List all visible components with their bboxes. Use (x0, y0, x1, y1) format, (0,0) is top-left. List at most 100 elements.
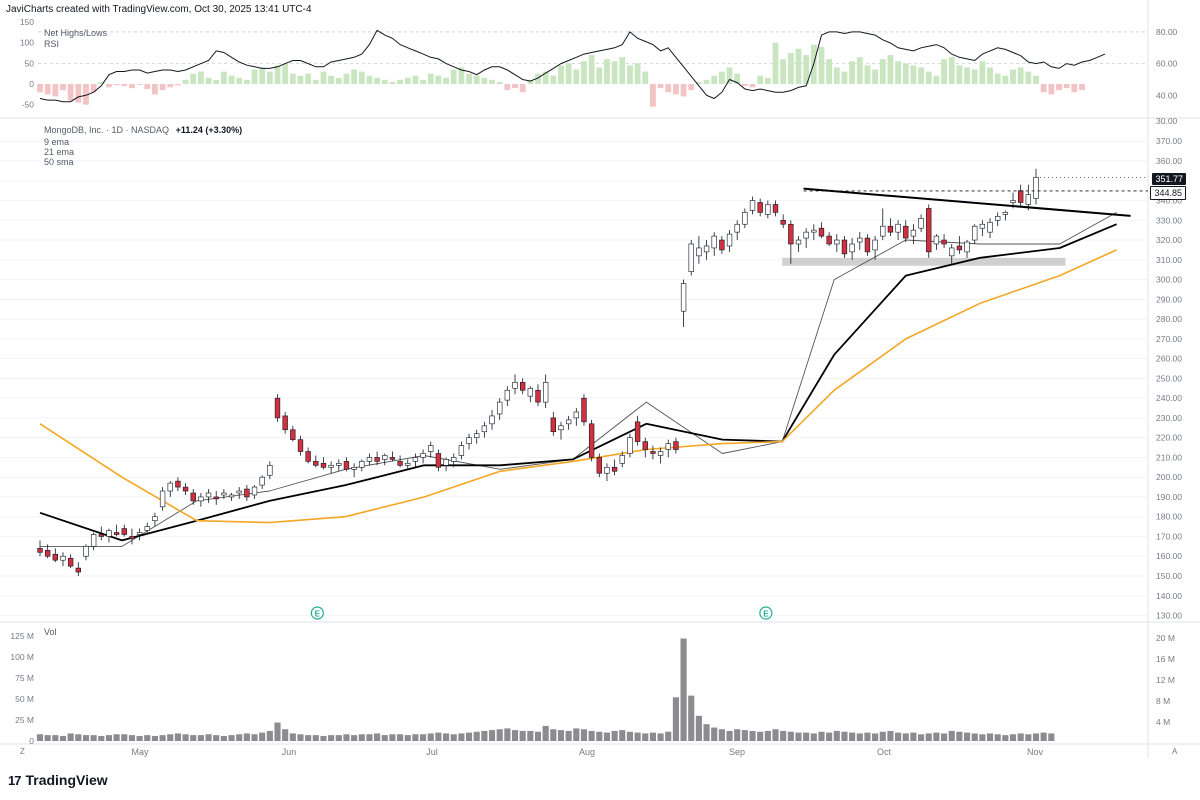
net-hl-bar (174, 84, 181, 86)
volume-bar (289, 733, 296, 741)
net-highs-lows-bars (37, 42, 1085, 107)
net-hl-bar (780, 59, 787, 84)
net-hl-bar (305, 73, 312, 84)
net-hl-bar (581, 61, 587, 84)
net-hl-bar (512, 84, 518, 89)
volume-bar (174, 733, 181, 741)
volume-tick-label-left: 75 M (15, 673, 34, 683)
candle-body (182, 486, 189, 492)
earnings-marker-icon (310, 606, 324, 620)
volume-legend[interactable]: Vol (44, 627, 57, 637)
volume-bar (642, 733, 649, 741)
net-hl-bar (98, 81, 105, 84)
rsi-tick-label: 30.00 (1156, 116, 1178, 126)
net-hl-bar (757, 75, 764, 84)
top-legend-net-hl[interactable]: Net Highs/Lows (44, 28, 108, 38)
net-hl-bar (818, 46, 825, 84)
net-hl-bar (611, 61, 618, 84)
net-hl-tick-label: 0 (29, 79, 34, 89)
candle-body (389, 457, 396, 460)
net-hl-bar (918, 67, 924, 84)
candle-body (581, 397, 587, 423)
candle-body (397, 461, 403, 466)
candle-body (144, 526, 150, 531)
volume-tick-label-right: 12 M (1156, 675, 1175, 685)
net-hl-bar (948, 57, 955, 84)
volume-bar (718, 729, 725, 741)
net-hl-bar (1017, 67, 1024, 84)
volume-bar (940, 733, 948, 741)
volume-bar (925, 733, 932, 741)
net-hl-bar (573, 69, 580, 84)
candle-body (313, 461, 319, 466)
candle-body (734, 223, 740, 233)
legend-ema9[interactable]: 9 ema (44, 137, 70, 147)
rsi-tick-label: 40.00 (1156, 90, 1178, 100)
volume-bar (657, 733, 664, 741)
candle-body (696, 247, 702, 257)
candle-body (987, 221, 993, 233)
candle-body (1018, 190, 1024, 203)
candle-body (428, 445, 434, 452)
net-hl-bar (182, 79, 189, 84)
net-hl-bar (764, 77, 771, 84)
candle-body (535, 389, 541, 403)
net-hl-bar (795, 48, 802, 84)
candle-body (366, 457, 373, 462)
top-legend-rsi[interactable]: RSI (44, 39, 60, 49)
corner-left-label[interactable]: Z (20, 747, 25, 756)
candle-body (765, 204, 771, 215)
time-tick-label: Sep (729, 747, 745, 757)
candle-body (811, 229, 817, 233)
volume-bar (634, 732, 641, 741)
earnings-marker-label: E (315, 610, 321, 619)
candle-body (83, 546, 89, 557)
volume-bar (626, 731, 634, 741)
price-candles (37, 168, 1039, 576)
candle-body (719, 239, 725, 251)
volume-bar (427, 733, 434, 741)
volume-bar (895, 732, 902, 741)
tradingview-brand[interactable]: 17 TradingView (8, 772, 108, 788)
corner-right-label[interactable]: A (1172, 747, 1178, 756)
volume-bar (803, 732, 810, 741)
net-hl-bar (466, 73, 472, 84)
candle-body (67, 557, 74, 567)
volume-bar (404, 735, 411, 741)
candle-body (642, 441, 648, 450)
legend-ema21[interactable]: 21 ema (44, 147, 75, 157)
net-hl-bar (136, 84, 143, 85)
descending-trendline (803, 187, 1131, 217)
net-hl-bar (964, 67, 970, 84)
price-tick-label: 130.00 (1156, 611, 1182, 621)
candle-body (657, 451, 664, 456)
volume-bar (458, 733, 465, 741)
net-hl-bar (688, 84, 695, 91)
net-hl-bar (289, 73, 296, 84)
net-hl-bar (220, 71, 227, 84)
volume-bar (389, 734, 396, 741)
earnings-marker-label: E (763, 610, 769, 619)
price-legend-symbol[interactable]: MongoDB, Inc. · 1D · NASDAQ +11.24 (+3.3… (44, 125, 242, 135)
volume-bar (328, 735, 335, 741)
net-hl-bar (803, 55, 810, 84)
volume-bar (266, 730, 273, 741)
candle-body (405, 463, 411, 466)
price-tick-label: 340.00 (1156, 196, 1182, 206)
volume-bar (672, 697, 679, 741)
volume-bar (810, 733, 817, 741)
candle-body (527, 387, 534, 397)
price-tick-label: 220.00 (1156, 433, 1182, 443)
volume-bar (220, 735, 227, 741)
price-tick-label: 210.00 (1156, 452, 1182, 462)
candle-body (106, 530, 112, 537)
last-price-tag: 351.77 (1152, 173, 1186, 185)
candle-body (895, 223, 901, 233)
candle-body (910, 229, 917, 237)
legend-sma50[interactable]: 50 sma (44, 157, 74, 167)
net-hl-bar (37, 84, 43, 93)
net-hl-bar (734, 73, 741, 84)
volume-bar (90, 735, 97, 741)
volume-bar (251, 734, 258, 741)
